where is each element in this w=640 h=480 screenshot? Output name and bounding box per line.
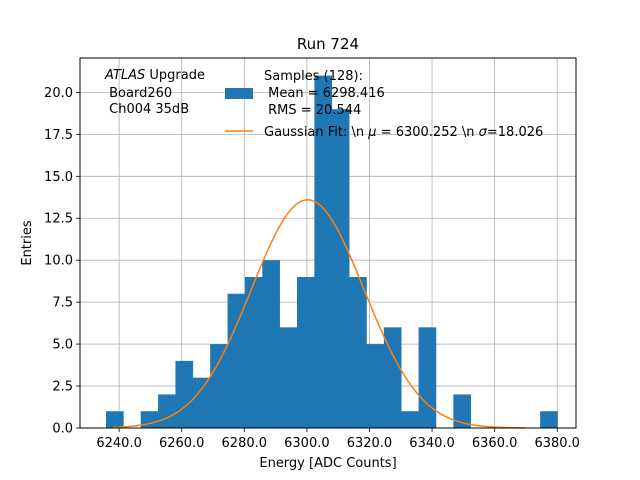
histogram-bar [140,411,159,428]
gaussian-fit-curve [112,199,526,429]
legend-samples-swatch [225,88,253,99]
histogram-bar [227,293,246,428]
y-tick-label: 15.0 [44,170,73,185]
x-tick-label: 6240.0 [96,436,142,451]
histogram-bar [192,377,211,428]
atlas-line-1: ATLAS Upgrade [104,68,205,83]
histogram-bar [262,260,280,428]
legend: Samples (128): Mean = 6298.416 RMS = 20.… [225,69,543,140]
x-tick-label: 6320.0 [347,436,393,451]
atlas-upgrade: Upgrade [145,68,205,83]
atlas-italic: ATLAS [104,68,145,83]
y-axis-label: Entries [20,220,35,266]
histogram-bar [105,411,124,428]
histogram-bar [383,327,402,428]
histogram-bar [331,109,350,428]
plot-area: 6240.0 6260.0 6280.0 6300.0 6320.0 6340.0 6360… [44,57,580,451]
legend-fit-sigma-value: =18.026 [487,125,543,140]
histogram-bar [210,344,228,428]
atlas-channel: Ch004 35dB [105,102,189,117]
histogram-bar [418,327,437,428]
axes-frame [79,57,577,429]
x-tick-label: 6360.0 [472,436,518,451]
histogram-bar [244,276,263,428]
legend-fit-mu-symbol: μ [367,125,376,140]
histogram-bar [366,344,385,428]
x-tick-label: 6260.0 [159,436,205,451]
legend-samples-line-1: Samples (128): [264,69,363,84]
y-tick-label: 0.0 [52,422,73,437]
y-tick-label: 5.0 [52,338,73,353]
histogram-bar [279,327,298,428]
histogram-bar [453,394,471,428]
histogram-bar [540,411,558,428]
x-axis-label: Energy [ADC Counts] [259,456,396,471]
x-tick-label: 6380.0 [534,436,580,451]
chart-title: Run 724 [297,35,359,53]
y-tick-label: 17.5 [44,128,73,143]
legend-fit-sigma-symbol: σ [479,125,488,140]
histogram-bar [349,276,367,428]
histogram-bar [175,360,194,428]
legend-fit-label: Gaussian Fit: \n μ = 6300.252 \n σ=18.02… [264,125,543,140]
x-tick-label: 6280.0 [222,436,268,451]
y-axis-ticks: 0.0 2.5 5.0 7.5 10.0 12.5 15.0 17.5 20.0 [44,86,80,437]
y-tick-label: 10.0 [44,254,73,269]
x-axis-ticks: 6240.0 6260.0 6280.0 6300.0 6320.0 6340.0 6360… [96,428,580,451]
x-tick-label: 6300.0 [284,436,330,451]
legend-fit-mu-value: = 6300.252 \n [377,125,479,140]
y-tick-label: 20.0 [44,86,73,101]
y-tick-label: 2.5 [52,380,73,395]
x-tick-label: 6340.0 [409,436,455,451]
histogram-bar [158,394,176,428]
atlas-board: Board260 [105,86,172,101]
legend-samples-line-3: RMS = 20.544 [264,103,361,118]
legend-fit-prefix: Gaussian Fit: \n [264,125,368,140]
histogram-bar [314,75,333,428]
y-tick-label: 7.5 [52,296,73,311]
histogram-bar [297,276,315,428]
legend-samples-line-2: Mean = 6298.416 [264,86,385,101]
y-tick-label: 12.5 [44,212,73,227]
histogram-bar [401,411,419,428]
atlas-annotation: ATLAS Upgrade Board260 Ch004 35dB [104,68,205,117]
